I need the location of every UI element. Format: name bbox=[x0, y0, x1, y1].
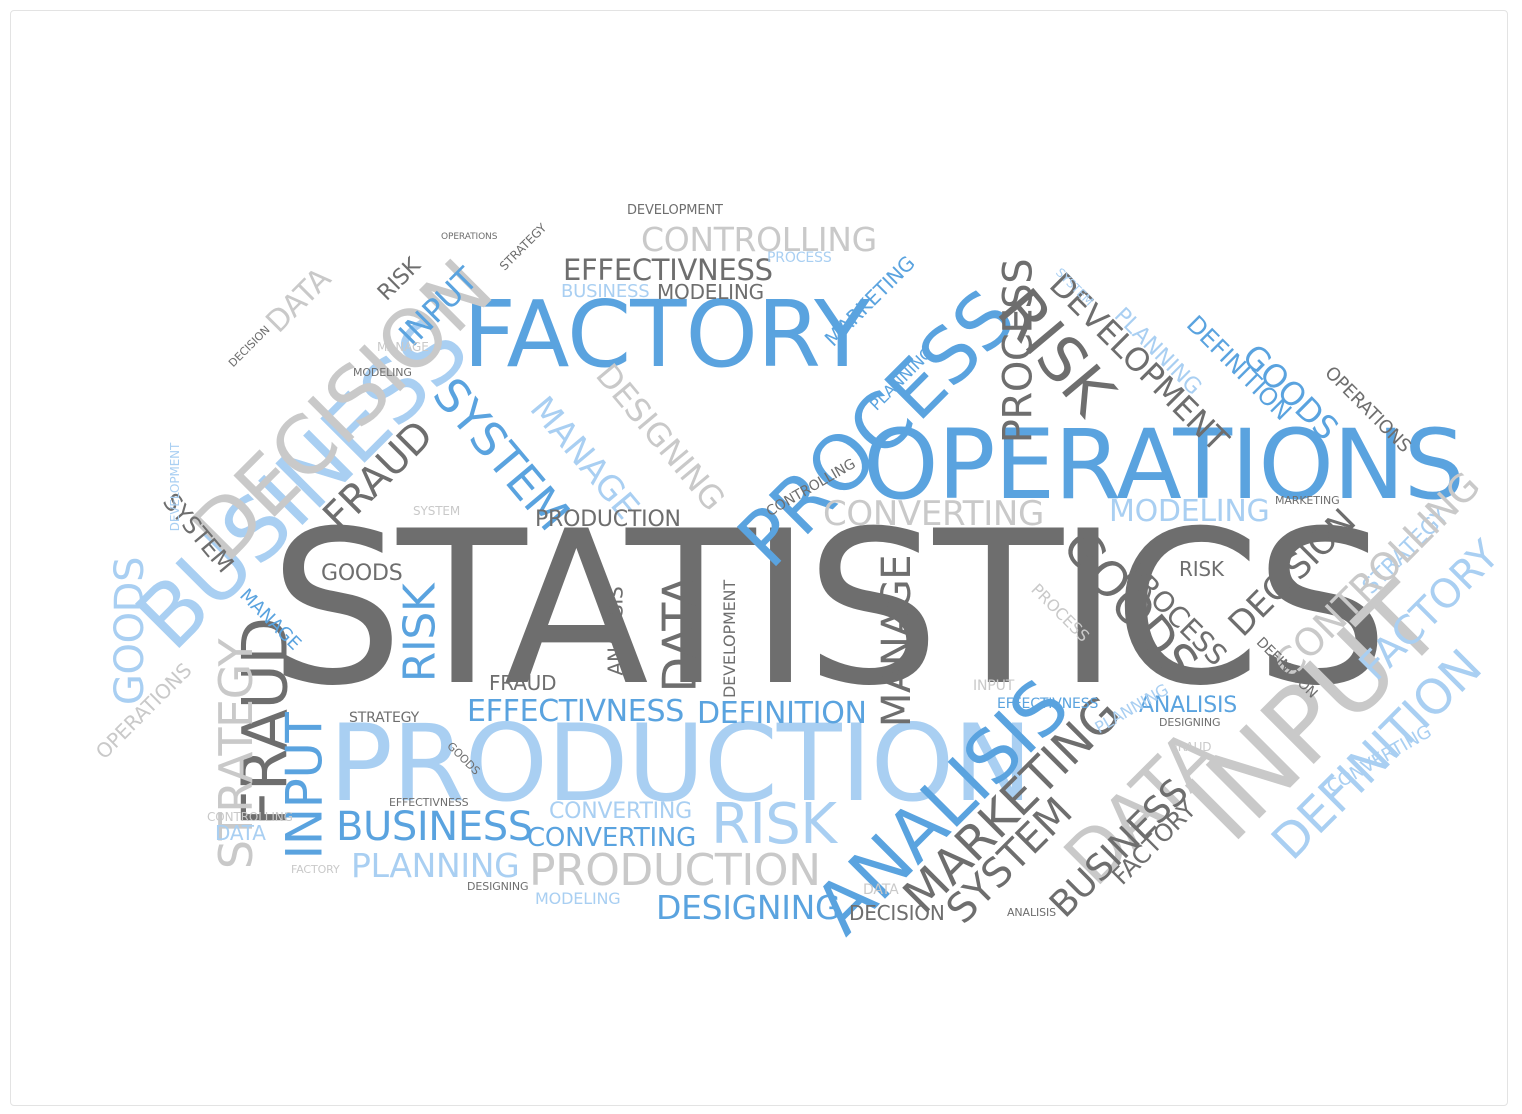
word-controlling-top: CONTROLLING bbox=[641, 220, 877, 259]
word-development-vertical: DEVELOPMENT bbox=[719, 580, 739, 698]
word-input-left-vertical: INPUT bbox=[275, 712, 334, 860]
word-operations: OPERATIONS bbox=[863, 409, 1465, 521]
word-decision-bottom: DECISION bbox=[849, 901, 945, 925]
word-fraud-small: FRAUD bbox=[489, 671, 557, 695]
word-analisis-right: ANALISIS bbox=[1139, 693, 1237, 718]
word-process-vertical: PROCESS bbox=[995, 258, 1042, 444]
word-designing-bottom: DESIGNING bbox=[656, 888, 841, 927]
word-statistics: STATISTICS bbox=[269, 485, 1389, 732]
word-production-bottom: PRODUCTION bbox=[529, 845, 821, 896]
word-marketing-small: MARKETING bbox=[1275, 494, 1340, 507]
word-definition-bottom: DEFINITION bbox=[697, 696, 867, 731]
word-converting-mid: CONVERTING bbox=[823, 494, 1045, 534]
word-modeling-left-small: MODELING bbox=[353, 366, 412, 379]
word-business-top-small: BUSINESS bbox=[561, 281, 650, 302]
word-goods-left-vertical: GOODS bbox=[107, 556, 154, 706]
word-modeling-right: MODELING bbox=[1109, 494, 1270, 529]
word-designing-small: DESIGNING bbox=[1159, 716, 1221, 729]
word-planning-bottom: PLANNING bbox=[351, 846, 520, 885]
word-analisis-tiny: ANALISIS bbox=[1007, 906, 1056, 919]
word-manage-vertical: MANAGE bbox=[874, 554, 921, 728]
word-development-top: DEVELOPMENT bbox=[627, 203, 723, 218]
word-modeling-small: MODELING bbox=[535, 889, 621, 908]
word-factory: FACTORY bbox=[463, 281, 870, 388]
word-production-small: PRODUCTION bbox=[535, 507, 681, 532]
word-business-bottom: BUSINESS bbox=[336, 804, 533, 850]
word-effectivness-small: EFFECTIVNESS bbox=[997, 696, 1099, 712]
word-factory-small: FACTORY bbox=[291, 863, 340, 876]
word-goods-small: GOODS bbox=[321, 561, 403, 586]
word-decision-small: DECISION bbox=[226, 323, 273, 370]
word-risk-vertical: RISK bbox=[394, 583, 446, 683]
word-converting-small: CONVERTING bbox=[549, 799, 693, 824]
word-production-large: PRODUCTION bbox=[329, 702, 1032, 825]
word-data-left-rotated: DATA bbox=[259, 261, 338, 340]
word-designing-bottom-small: DESIGNING bbox=[467, 880, 529, 893]
word-risk-bottom: RISK bbox=[711, 792, 837, 857]
word-input-bottom-small: INPUT bbox=[973, 678, 1015, 694]
word-modeling-top: MODELING bbox=[657, 280, 764, 304]
word-effectivness-bottom: EFFECTIVNESS bbox=[467, 694, 684, 729]
image-frame: STATISTICS FACTORY OPERATIONS PRODUCTION… bbox=[10, 10, 1508, 1106]
word-manage-top-small: MANAGE bbox=[377, 340, 429, 354]
word-effectivness-tiny: EFFECTIVNESS bbox=[389, 796, 469, 809]
word-controlling-left-small: CONTROLLING bbox=[207, 810, 293, 824]
word-strategy-small: STRATEGY bbox=[349, 710, 420, 726]
word-data-vertical: DATA bbox=[652, 575, 707, 693]
word-data-top-small: DATA bbox=[863, 882, 899, 898]
word-operations-tiny: OPERATIONS bbox=[441, 232, 498, 242]
word-analisis-vertical-small: ANALISIS bbox=[603, 586, 628, 676]
word-risk-small: RISK bbox=[1179, 557, 1224, 581]
word-strategy-top-small: STRATEGY bbox=[496, 220, 550, 274]
word-process-small: PROCESS bbox=[767, 250, 832, 266]
word-fraud-right-small: FRAUD bbox=[1171, 740, 1212, 754]
word-data-small: DATA bbox=[215, 821, 266, 845]
word-development-small: DEVELOPMENT bbox=[168, 442, 183, 532]
word-converting-bottom: CONVERTING bbox=[527, 823, 697, 853]
word-effectivness-top: EFFECTIVNESS bbox=[563, 253, 773, 287]
word-system-small: SYSTEM bbox=[413, 504, 461, 518]
word-cloud: STATISTICS FACTORY OPERATIONS PRODUCTION… bbox=[11, 11, 1507, 1105]
